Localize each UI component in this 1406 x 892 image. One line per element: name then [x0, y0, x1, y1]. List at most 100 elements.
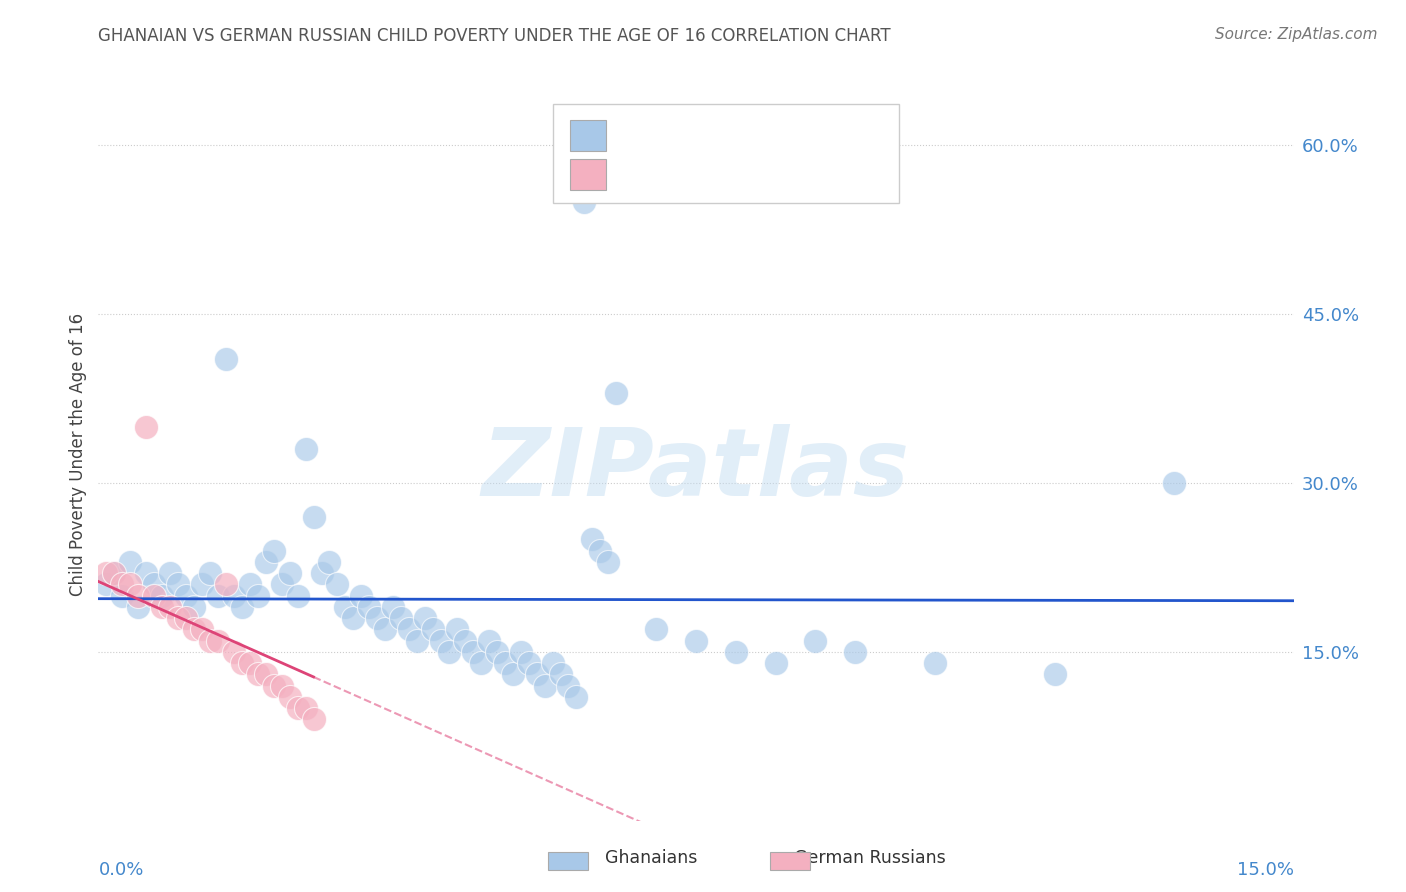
- Point: [598, 555, 620, 569]
- Bar: [548, 852, 588, 870]
- Point: [96, 577, 118, 591]
- Point: [111, 577, 134, 591]
- Point: [398, 623, 420, 637]
- Point: [135, 419, 157, 434]
- Point: [239, 577, 262, 591]
- Bar: [571, 120, 606, 152]
- Point: [167, 577, 190, 591]
- Point: [127, 599, 149, 614]
- Point: [724, 645, 747, 659]
- Text: 15.0%: 15.0%: [1236, 861, 1294, 879]
- Point: [430, 633, 453, 648]
- Point: [159, 599, 181, 614]
- Point: [494, 656, 516, 670]
- Point: [246, 589, 269, 603]
- Point: [645, 623, 668, 637]
- Point: [389, 611, 412, 625]
- Bar: [571, 159, 606, 190]
- Point: [278, 690, 301, 704]
- Text: Ghanaians: Ghanaians: [605, 849, 697, 867]
- Point: [150, 599, 173, 614]
- Point: [207, 633, 229, 648]
- Point: [326, 577, 349, 591]
- Point: [765, 656, 787, 670]
- Point: [526, 667, 548, 681]
- Text: Source: ZipAtlas.com: Source: ZipAtlas.com: [1215, 27, 1378, 42]
- Point: [366, 611, 388, 625]
- FancyBboxPatch shape: [553, 103, 900, 202]
- Point: [541, 656, 564, 670]
- Text: GHANAIAN VS GERMAN RUSSIAN CHILD POVERTY UNDER THE AGE OF 16 CORRELATION CHART: GHANAIAN VS GERMAN RUSSIAN CHILD POVERTY…: [98, 27, 891, 45]
- Point: [565, 690, 588, 704]
- Text: N = 74: N = 74: [723, 127, 786, 145]
- Point: [350, 589, 373, 603]
- Point: [143, 589, 166, 603]
- Point: [270, 679, 292, 693]
- Point: [509, 645, 531, 659]
- Text: ZIPatlas: ZIPatlas: [482, 424, 910, 516]
- Point: [254, 667, 277, 681]
- Point: [103, 566, 125, 580]
- Point: [159, 566, 181, 580]
- Point: [183, 599, 205, 614]
- Point: [478, 633, 501, 648]
- Point: [302, 509, 325, 524]
- Point: [550, 667, 572, 681]
- Point: [413, 611, 436, 625]
- Point: [446, 623, 468, 637]
- Point: [222, 589, 245, 603]
- Point: [120, 555, 142, 569]
- Point: [167, 611, 190, 625]
- Point: [605, 386, 627, 401]
- Point: [335, 599, 357, 614]
- Point: [581, 533, 603, 547]
- Point: [270, 577, 292, 591]
- Point: [287, 701, 309, 715]
- Point: [198, 566, 221, 580]
- Point: [502, 667, 524, 681]
- Point: [191, 623, 214, 637]
- Point: [127, 589, 149, 603]
- Point: [111, 589, 134, 603]
- Point: [246, 667, 269, 681]
- Point: [294, 701, 316, 715]
- Point: [150, 589, 173, 603]
- Point: [231, 656, 253, 670]
- Point: [207, 589, 229, 603]
- Point: [278, 566, 301, 580]
- Point: [318, 555, 340, 569]
- Point: [359, 599, 381, 614]
- Point: [174, 611, 197, 625]
- Point: [254, 555, 277, 569]
- Point: [103, 566, 125, 580]
- Point: [685, 633, 707, 648]
- Point: [231, 599, 253, 614]
- Point: [143, 577, 166, 591]
- Point: [96, 566, 118, 580]
- Point: [263, 543, 285, 558]
- Point: [924, 656, 946, 670]
- Point: [215, 352, 238, 367]
- Point: [557, 679, 579, 693]
- Point: [382, 599, 405, 614]
- Text: 0.0%: 0.0%: [98, 861, 143, 879]
- Point: [517, 656, 540, 670]
- Point: [215, 577, 238, 591]
- Text: R = -0.005: R = -0.005: [620, 127, 717, 145]
- Text: N = 27: N = 27: [723, 165, 786, 184]
- Point: [374, 623, 396, 637]
- Point: [844, 645, 866, 659]
- Point: [311, 566, 333, 580]
- Point: [222, 645, 245, 659]
- Point: [287, 589, 309, 603]
- Point: [470, 656, 492, 670]
- Point: [135, 566, 157, 580]
- Point: [406, 633, 429, 648]
- Point: [239, 656, 262, 670]
- Point: [263, 679, 285, 693]
- Point: [1163, 476, 1185, 491]
- Point: [589, 543, 612, 558]
- Point: [485, 645, 508, 659]
- Y-axis label: Child Poverty Under the Age of 16: Child Poverty Under the Age of 16: [69, 313, 87, 597]
- Text: German Russians: German Russians: [794, 849, 946, 867]
